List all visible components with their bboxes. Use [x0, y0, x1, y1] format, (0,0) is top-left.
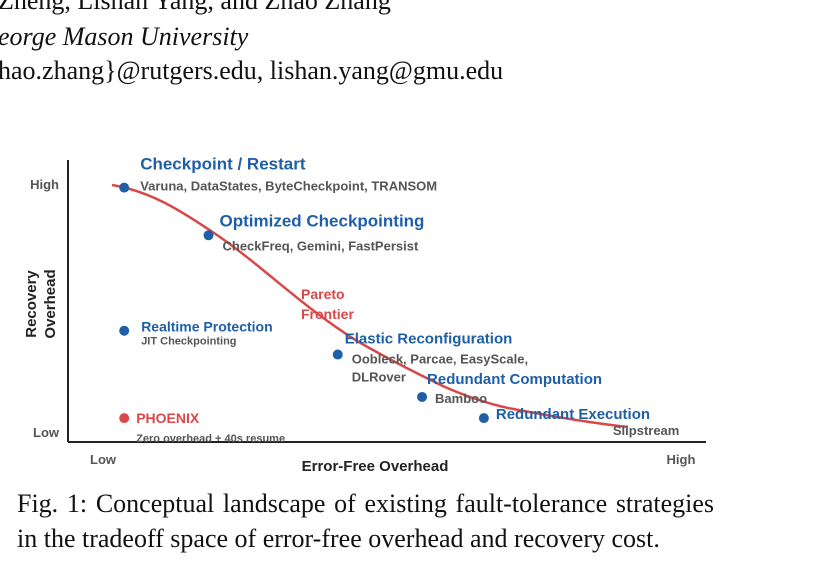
label-realtime-protection: Realtime Protection: [141, 319, 272, 335]
examples-phoenix: Zero overhead + 40s resume: [136, 433, 285, 445]
label-redundant-execution: Redundant Execution: [496, 406, 650, 423]
affiliation-line: eorge Mason University: [0, 22, 249, 51]
label-optimized-checkpointing: Optimized Checkpointing: [220, 211, 425, 230]
x-tick-high: High: [667, 452, 696, 467]
x-tick-low: Low: [90, 452, 117, 467]
examples-optimized-checkpointing: CheckFreq, Gemini, FastPersist: [223, 238, 419, 253]
point-phoenix: [119, 413, 130, 424]
examples-redundant-execution: Slipstream: [613, 423, 679, 438]
label-phoenix: PHOENIX: [136, 410, 200, 426]
point-checkpoint-restart: [119, 182, 130, 193]
examples-realtime-protection: JIT Checkpointing: [141, 336, 236, 348]
frontier-label-line-2: Frontier: [301, 306, 354, 322]
examples-elastic-reconfiguration: Oobleck, Parcae, EasyScale,: [352, 352, 528, 367]
frontier-label-line-1: Pareto: [301, 286, 345, 302]
figure-caption: Fig. 1: Conceptual landscape of existing…: [17, 489, 714, 553]
email-line: hao.zhang}@rutgers.edu, lishan.yang@gmu.…: [0, 56, 504, 85]
author-line: Zheng, Lishan Yang, and Zhao Zhang: [0, 0, 391, 15]
examples-checkpoint-restart: Varuna, DataStates, ByteCheckpoint, TRAN…: [140, 179, 437, 194]
label-checkpoint-restart: Checkpoint / Restart: [140, 155, 306, 174]
label-elastic-reconfiguration: Elastic Reconfiguration: [345, 331, 513, 348]
point-realtime-protection: [119, 325, 130, 336]
examples-elastic-reconfiguration: DLRover: [352, 370, 406, 385]
x-axis-label: Error-Free Overhead: [302, 458, 449, 475]
point-redundant-computation: [417, 391, 428, 402]
y-axis-label-line-2: Overhead: [42, 269, 59, 338]
y-tick-low: Low: [33, 425, 60, 440]
y-tick-high: High: [30, 177, 59, 192]
point-optimized-checkpointing: [203, 230, 214, 241]
label-redundant-computation: Redundant Computation: [427, 371, 602, 388]
strategy-points: Checkpoint / Restart Varuna, DataStates, …: [119, 155, 679, 445]
tradeoff-figure: High Low Low High Error-Free Overhead Re…: [23, 155, 706, 475]
examples-redundant-computation: Bamboo: [435, 391, 487, 406]
point-elastic-reconfiguration: [332, 349, 343, 360]
y-axis-label-line-1: Recovery: [23, 270, 40, 338]
point-redundant-execution: [478, 413, 489, 424]
pareto-frontier-curve: [111, 183, 629, 429]
